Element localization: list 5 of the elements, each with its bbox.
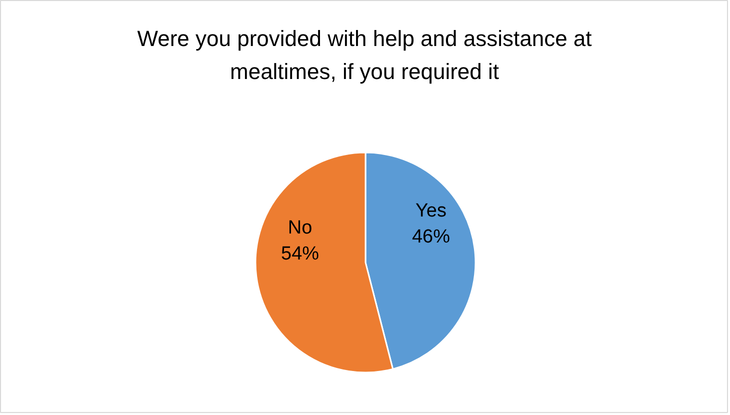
data-label: 46% <box>412 226 450 248</box>
chart-title: Were you provided with help and assistance at mealtimes, if you required it <box>137 26 592 84</box>
slice-label: No <box>288 217 312 238</box>
slice-label: Yes <box>415 200 446 222</box>
data-label: 54% <box>281 243 320 264</box>
